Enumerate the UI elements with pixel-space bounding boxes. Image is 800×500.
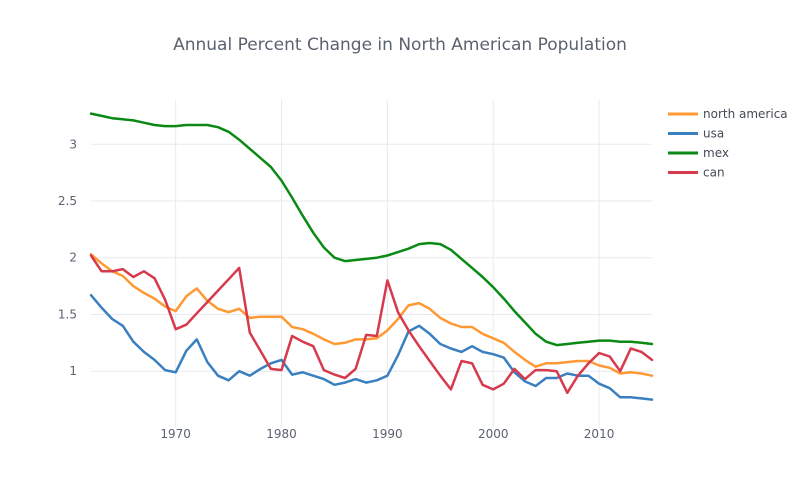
chart-title: Annual Percent Change in North American … — [173, 35, 627, 55]
legend-item-can[interactable]: can — [668, 166, 725, 180]
legend-label: mex — [703, 146, 729, 160]
x-tick-label: 2000 — [478, 427, 509, 441]
y-tick-label: 1 — [69, 364, 77, 378]
x-tick-label: 1980 — [266, 427, 297, 441]
legend: north america usa mex can — [668, 107, 788, 180]
x-tick-label: 1970 — [160, 427, 191, 441]
legend-label: north america — [703, 107, 788, 121]
y-tick-label: 3 — [69, 137, 77, 151]
legend-label: usa — [703, 127, 724, 141]
series-line-can[interactable] — [89, 254, 654, 395]
y-tick-label: 1.5 — [58, 307, 77, 321]
legend-item-north-america[interactable]: north america — [668, 107, 788, 121]
x-tick-label: 2010 — [584, 427, 615, 441]
legend-item-usa[interactable]: usa — [668, 127, 724, 141]
legend-item-mex[interactable]: mex — [668, 146, 729, 160]
series-line-north-america[interactable] — [89, 253, 654, 377]
series-line-mex[interactable] — [89, 112, 654, 347]
plot-area — [89, 112, 654, 401]
x-tick-label: 1990 — [372, 427, 403, 441]
y-tick-label: 2.5 — [58, 194, 77, 208]
y-axis: 1 1.5 2 2.5 3 — [58, 137, 77, 378]
x-axis: 1970 1980 1990 2000 2010 — [160, 427, 614, 441]
legend-label: can — [703, 166, 725, 180]
y-tick-label: 2 — [69, 251, 77, 265]
